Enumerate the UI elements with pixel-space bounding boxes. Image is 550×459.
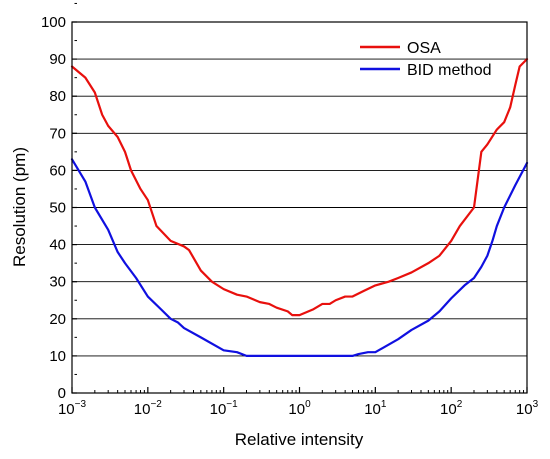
x-tick-label: 10−3 [58,399,87,418]
y-axis-title: Resolution (pm) [10,147,29,267]
series-line-bid-method [70,158,529,357]
y-tick-label: 0 [58,385,66,402]
y-tick-label: 70 [49,125,66,142]
legend-label-bid-method: BID method [407,62,491,79]
axis-ticks [71,2,528,394]
y-tick-label: 100 [41,14,66,31]
y-tick-label: 20 [49,311,66,328]
legend-label-osa: OSA [407,40,441,57]
y-tick-label: 60 [49,162,66,179]
x-tick-label: 103 [516,399,539,418]
y-tick-label: 30 [49,274,66,291]
x-tick-labels: 10−3 10−2 10−1 100 101 102 103 [58,399,539,418]
x-tick-label: 10−2 [134,399,163,418]
y-tick-labels: 0 10 20 30 40 50 60 70 80 90 100 [41,14,66,402]
x-tick-label: 10−1 [210,399,239,418]
y-tick-label: 50 [49,200,66,217]
y-tick-label: 80 [49,88,66,105]
x-tick-label: 101 [364,399,387,418]
x-axis-title: Relative intensity [235,430,364,449]
y-tick-label: 90 [49,51,66,68]
series-lines [70,58,529,357]
series-line-osa [70,58,529,317]
y-tick-label: 40 [49,237,66,254]
legend: OSA BID method [360,40,491,79]
x-tick-label: 100 [288,399,311,418]
x-tick-label: 102 [440,399,463,418]
horizontal-gridlines [72,58,527,357]
y-tick-label: 10 [49,348,66,365]
